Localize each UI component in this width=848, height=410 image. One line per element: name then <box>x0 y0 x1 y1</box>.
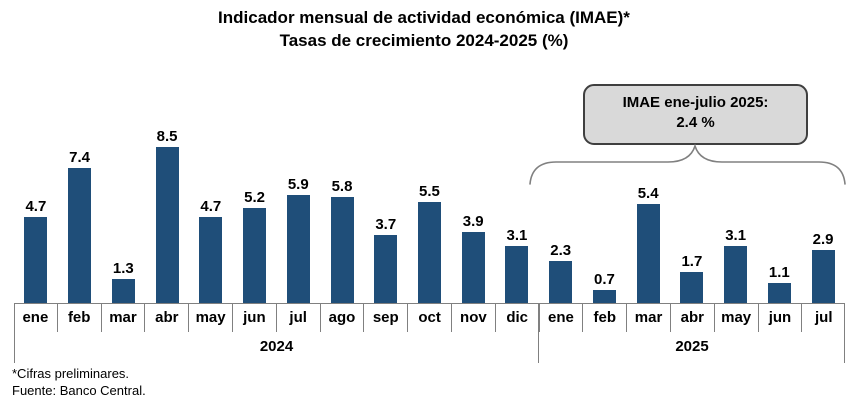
bar <box>111 279 135 303</box>
bar-value-label: 5.9 <box>287 176 309 193</box>
bar-value-label: 5.8 <box>331 177 353 195</box>
bar-value-label: 4.7 <box>200 198 222 215</box>
month-label: sep <box>364 304 409 332</box>
bar-column: 1.7 <box>670 126 714 303</box>
bar-value-label: 5.5 <box>419 183 440 201</box>
bar-value-label: 4.7 <box>25 198 47 215</box>
bar-column: 4.7 <box>189 126 233 303</box>
bar <box>330 196 354 303</box>
bar <box>592 290 616 303</box>
callout-box: IMAE ene-julio 2025: 2.4 % <box>583 84 808 145</box>
callout-line1: IMAE ene-julio 2025: <box>622 94 769 111</box>
bar-column: 3.1 <box>714 126 758 303</box>
month-label: feb <box>583 304 628 332</box>
bar-value-label: 1.7 <box>681 252 703 270</box>
bar-column: 0.7 <box>583 126 627 303</box>
bar <box>549 260 573 303</box>
year-label-2025: 2025 <box>675 338 709 355</box>
bar-column: 7.4 <box>58 126 102 303</box>
bar <box>286 195 310 303</box>
footnote-source: Fuente: Banco Central. <box>12 383 146 398</box>
bar-column: 2.9 <box>801 126 845 303</box>
bar-column: 3.9 <box>451 126 495 303</box>
bar-column: 5.5 <box>408 126 452 303</box>
bar <box>374 235 398 303</box>
bar-value-label: 0.7 <box>593 271 615 289</box>
bar-column: 5.4 <box>626 126 670 303</box>
bar <box>724 246 748 303</box>
bar-value-label: 7.4 <box>69 148 91 166</box>
bar-column: 3.7 <box>364 126 408 303</box>
bar <box>199 217 223 303</box>
bar <box>155 147 179 303</box>
bar-value-label: 1.1 <box>768 263 790 281</box>
chart-subtitle: Tasas de crecimiento 2024-2025 (%) <box>279 31 569 50</box>
bar-column: 5.9 <box>276 126 320 303</box>
month-label: may <box>189 304 233 332</box>
bar-column: 3.1 <box>495 126 539 303</box>
month-label: jun <box>759 304 803 332</box>
bar <box>767 282 791 303</box>
month-label: nov <box>452 304 496 332</box>
bar-column: 1.1 <box>757 126 801 303</box>
bar-column: 1.3 <box>101 126 145 303</box>
month-label: abr <box>671 304 715 332</box>
bar-value-label: 3.1 <box>725 227 747 245</box>
bar-value-label: 2.9 <box>812 230 834 248</box>
bar <box>636 204 660 303</box>
bar-value-label: 5.2 <box>244 188 265 206</box>
bar-column: 5.2 <box>233 126 277 303</box>
month-label: ene <box>14 304 58 332</box>
bar-value-label: 3.7 <box>375 216 397 234</box>
year-divider-right <box>844 303 845 363</box>
month-label: mar <box>102 304 146 332</box>
bar-value-label: 2.3 <box>550 241 572 259</box>
bar-value-label: 1.3 <box>112 260 134 278</box>
bar-column: 8.5 <box>145 126 189 303</box>
callout-value: 2.4 % <box>676 114 715 131</box>
month-label: jun <box>233 304 277 332</box>
chart-title: Indicador mensual de actividad económica… <box>218 8 630 27</box>
footnote-preliminary: *Cifras preliminares. <box>12 366 130 381</box>
year-divider-middle <box>538 303 539 363</box>
bar <box>461 231 485 303</box>
bar-value-label: 3.9 <box>462 212 484 230</box>
year-divider-left <box>14 303 15 363</box>
month-label: jul <box>277 304 321 332</box>
bar <box>24 217 48 303</box>
plot-area: 4.7 7.4 1.3 8.5 4.7 5.2 5.9 5.8 3.7 5.5 3.9 3.1 2.3 0… <box>14 126 845 303</box>
bar-value-label: 3.1 <box>506 227 528 245</box>
bar-column: 5.8 <box>320 126 364 303</box>
bar-value-label: 5.4 <box>637 185 659 203</box>
bar <box>505 246 529 303</box>
month-label: abr <box>145 304 190 332</box>
month-label: may <box>715 304 759 332</box>
month-label: dic <box>496 304 540 332</box>
bar <box>811 249 835 303</box>
month-label: ene <box>540 304 584 332</box>
bar-column: 4.7 <box>14 126 58 303</box>
bar <box>68 167 92 303</box>
bar <box>417 202 441 303</box>
bar <box>680 271 704 303</box>
month-label: mar <box>627 304 671 332</box>
month-label: ago <box>321 304 365 332</box>
brace-2025-icon <box>529 143 846 185</box>
bar <box>243 207 267 303</box>
month-axis: ene feb mar abr may jun jul ago sep oct nov dic ene f… <box>14 303 845 332</box>
month-label: feb <box>58 304 102 332</box>
month-label: jul <box>814 309 833 326</box>
bar-value-label: 8.5 <box>156 128 178 146</box>
month-label: oct <box>408 304 452 332</box>
year-label-2024: 2024 <box>259 338 294 355</box>
bar-column: 2.3 <box>539 126 583 303</box>
